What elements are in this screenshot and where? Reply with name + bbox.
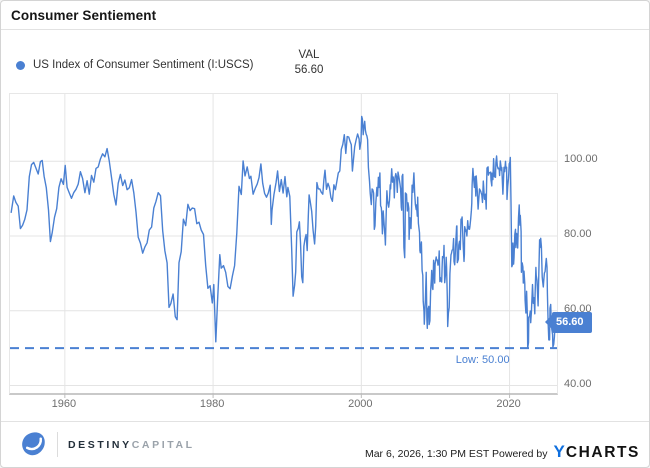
- footer-brand: DESTINYCAPITAL: [68, 439, 195, 451]
- value-column-header: VAL: [298, 49, 320, 61]
- page-title: Consumer Sentiement: [11, 8, 157, 23]
- x-tick-label: 2000: [348, 398, 373, 410]
- x-tick-label: 1960: [51, 398, 77, 410]
- ycharts-y-icon: Y: [553, 442, 565, 461]
- chart-svg: [10, 94, 557, 398]
- badge-arrow-icon: [545, 315, 552, 330]
- series-marker-icon: [16, 60, 25, 70]
- ycharts-logo[interactable]: YCHARTS: [553, 442, 640, 462]
- series-label: US Index of Consumer Sentiment (I:USCS): [33, 59, 254, 71]
- destiny-capital-logo-icon: [22, 432, 45, 456]
- brand-name-light: CAPITAL: [131, 439, 195, 451]
- x-tick-label: 1980: [199, 398, 225, 410]
- title-divider: [1, 29, 649, 30]
- y-tick-label: 100.00: [564, 153, 598, 166]
- x-tick-label: 2020: [496, 398, 521, 410]
- brand-name-bold: DESTINY: [68, 439, 132, 451]
- sentiment-line: [10, 115, 556, 349]
- value-column-value: 56.60: [294, 64, 324, 76]
- footer-logo-divider: [57, 432, 58, 457]
- footer-attribution: Mar 6, 2026, 1:30 PM EST Powered by YCHA…: [365, 442, 640, 462]
- timestamp-text: Mar 6, 2026, 1:30 PM EST Powered by: [364, 448, 548, 460]
- y-tick-label: 40.00: [564, 377, 592, 390]
- y-tick-label: 80.00: [564, 228, 592, 241]
- y-tick-label: 60.00: [564, 302, 592, 315]
- badge-value: 56.60: [556, 315, 584, 328]
- chart-plot-area[interactable]: Low: 50.00: [9, 93, 558, 398]
- legend-row: US Index of Consumer Sentiment (I:USCS): [16, 59, 254, 71]
- footer-divider: [1, 421, 649, 422]
- ycharts-wordmark: CHARTS: [565, 444, 640, 461]
- low-annotation-label: Low: 50.00: [455, 354, 510, 367]
- value-column: VAL 56.60: [273, 48, 345, 78]
- current-value-badge: 56.60: [545, 311, 592, 333]
